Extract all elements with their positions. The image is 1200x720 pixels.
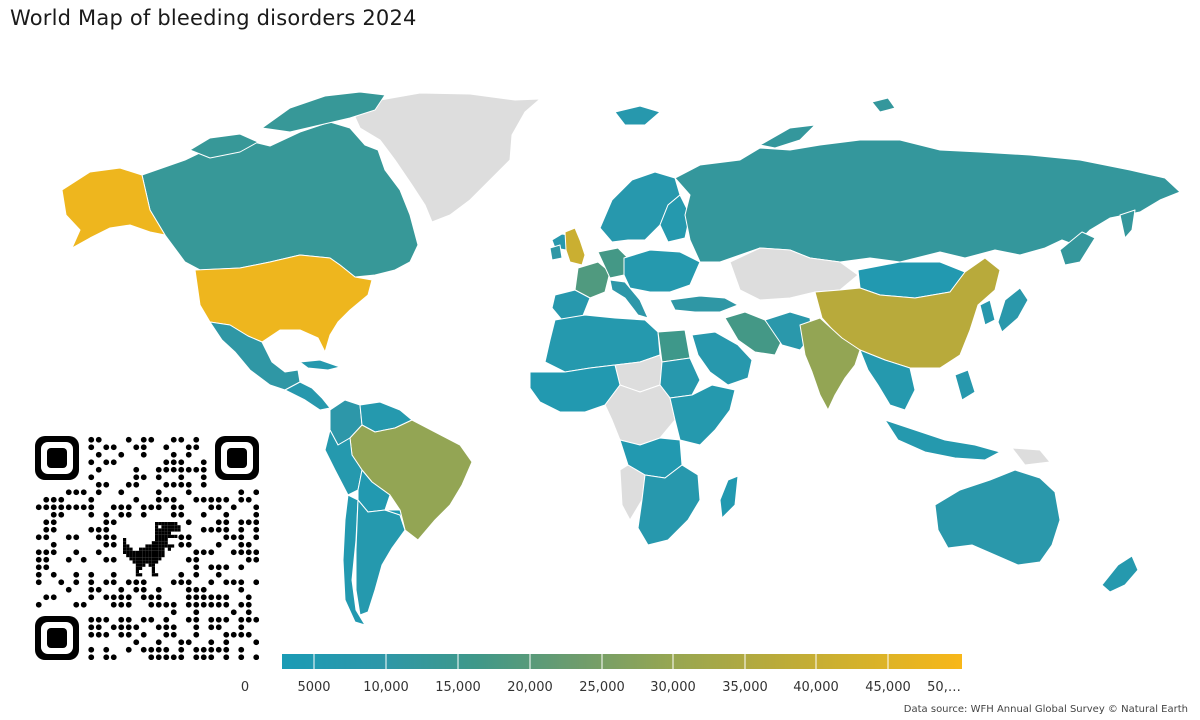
argentina-region — [355, 499, 406, 616]
papua-new-guinea-region — [1011, 447, 1051, 466]
svalbard-region — [614, 105, 661, 126]
alaska-region — [61, 167, 166, 249]
india-region — [799, 317, 861, 411]
legend-tick-label: 10,000 — [363, 680, 409, 695]
southern-africa-region — [637, 464, 701, 546]
dinosaur-icon — [123, 522, 181, 577]
paraguay-region — [384, 509, 406, 531]
legend-tick-label: 50,… — [927, 680, 961, 695]
madagascar-region — [719, 475, 739, 519]
map-title: World Map of bleeding disorders 2024 — [10, 6, 417, 30]
legend-tick-label: 0 — [240, 680, 250, 695]
kazakhstan-region — [729, 247, 859, 301]
qr-code[interactable] — [35, 436, 259, 660]
legend-tick-label: 20,000 — [507, 680, 553, 695]
cuba-region — [299, 359, 341, 371]
turkey-region — [669, 295, 739, 313]
color-legend-bar — [282, 654, 962, 669]
data-source-credit: Data source: WFH Annual Global Survey © … — [903, 704, 1188, 715]
legend-tick-label: 15,000 — [435, 680, 481, 695]
russia-far-east — [1059, 231, 1096, 266]
canada-arctic-islands — [261, 91, 386, 133]
legend-tick-label: 30,000 — [650, 680, 696, 695]
new-siberian-islands — [871, 97, 896, 113]
legend-gradient — [282, 654, 962, 669]
central-europe-region — [623, 249, 701, 293]
arctic-islands-russia — [759, 124, 816, 149]
united-kingdom-region — [564, 227, 586, 266]
canada-region — [141, 121, 419, 278]
legend-tick-label: 25,000 — [579, 680, 625, 695]
korea-region — [979, 299, 996, 326]
russia-region — [674, 139, 1181, 263]
central-america-region — [284, 381, 331, 411]
ireland-region — [549, 244, 563, 261]
legend-tick-label: 40,000 — [793, 680, 839, 695]
japan-region — [997, 287, 1029, 333]
east-africa-region — [669, 384, 736, 446]
legend-tick-label: 5000 — [297, 680, 331, 695]
new-zealand-region — [1101, 555, 1139, 593]
italy-region — [609, 279, 649, 319]
philippines-region — [954, 369, 976, 401]
australia-region — [934, 469, 1061, 566]
egypt-region — [657, 329, 691, 363]
central-africa-region — [604, 384, 676, 446]
indonesia-region — [884, 419, 1001, 461]
saudi-arabia-region — [691, 331, 753, 386]
legend-tick-label: 35,000 — [722, 680, 768, 695]
iran-region — [724, 311, 783, 356]
mexico-region — [209, 321, 301, 391]
legend-tick-label: 45,000 — [865, 680, 911, 695]
canada-north-islands — [189, 133, 259, 159]
greenland-region — [354, 92, 541, 223]
southeast-asia-region — [859, 349, 916, 411]
kamchatka-region — [1119, 209, 1136, 239]
world-map — [61, 91, 1181, 626]
